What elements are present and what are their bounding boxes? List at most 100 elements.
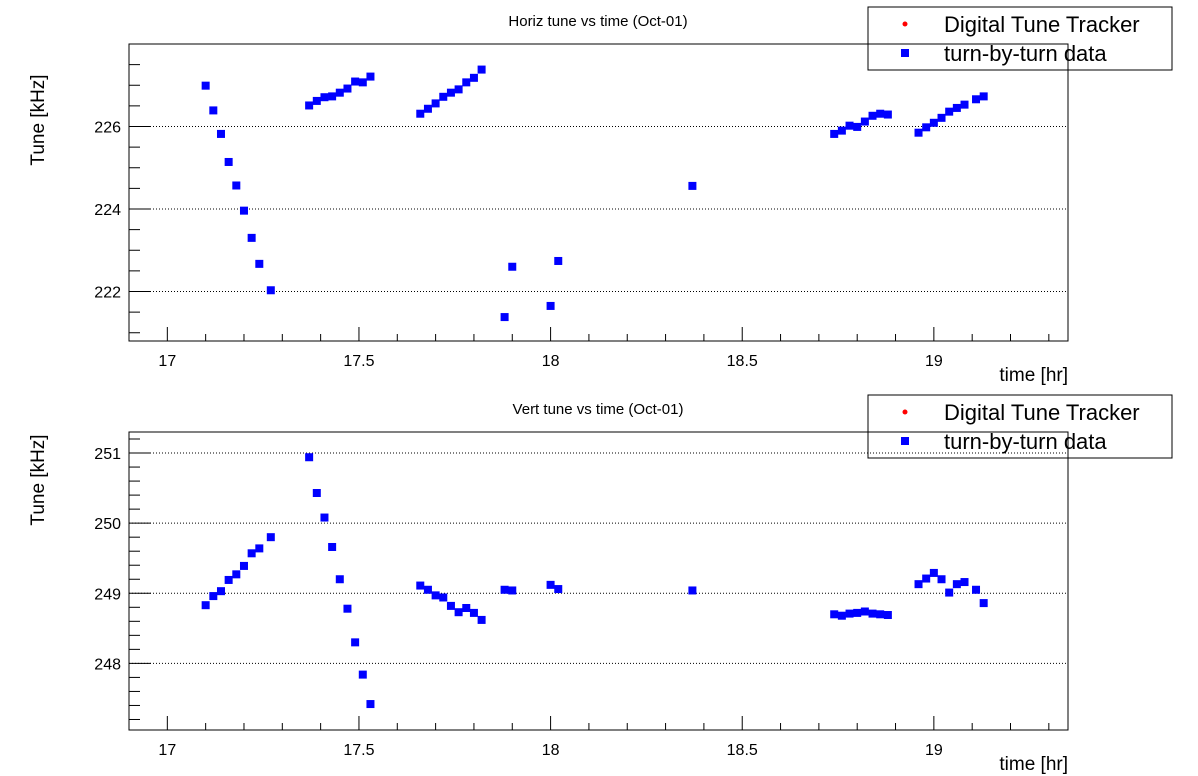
data-point [328,92,337,101]
data-point [416,109,425,118]
data-point [960,578,969,587]
x-tick-label: 17 [158,353,176,370]
chart-panel-horizontal: Horiz tune vs time (Oct-01) 222 224 226 17 17… [28,6,1173,386]
data-point [431,591,440,600]
data-point [830,129,839,138]
data-series [201,65,988,322]
x-tick-label: 17.5 [343,353,374,370]
data-point [500,313,509,322]
data-point [860,117,869,126]
data-point [239,561,248,570]
data-point [439,593,448,602]
data-point [546,301,555,310]
data-point [883,110,892,119]
x-tick-label: 18.5 [727,353,758,370]
data-point [224,575,233,584]
data-point [876,109,885,118]
data-point [216,129,225,138]
data-point [868,111,877,120]
data-point [247,549,256,558]
data-point [343,604,352,613]
chart-title: Vert tune vs time (Oct-01) [513,401,684,418]
x-tick-label: 17 [158,742,176,759]
x-tick-label: 19 [925,742,943,759]
data-point [868,609,877,618]
data-point [224,157,233,166]
data-point [922,574,931,583]
plot-frame [128,43,1069,342]
legend-marker-star [902,409,908,415]
data-point [469,73,478,82]
x-tick-label: 18 [542,742,560,759]
legend: Digital Tune Tracker turn-by-turn data [867,6,1173,71]
data-point [876,610,885,619]
data-point [454,608,463,617]
data-point [469,608,478,617]
legend-label: turn-by-turn data [944,429,1107,454]
legend-box [867,394,1173,459]
chart-panel-vertical: Vert tune vs time (Oct-01) 248 249 250 251 17… [28,394,1173,775]
y-tick-label: 224 [94,202,121,219]
legend-marker-square [901,437,909,445]
data-point [972,95,981,104]
data-point [335,88,344,97]
data-point [883,611,892,620]
x-tick-label: 19 [925,353,943,370]
data-point [945,107,954,116]
data-point [830,610,839,619]
x-tick-label: 18 [542,353,560,370]
data-point [247,233,256,242]
data-point [266,286,275,295]
plot-frame [128,431,1069,731]
x-tick-label: 18.5 [727,742,758,759]
data-point [845,121,854,130]
data-point [860,607,869,616]
data-point [454,85,463,94]
data-point [952,103,961,112]
data-point [423,104,432,113]
data-point [439,92,448,101]
data-point [845,609,854,618]
data-point [266,533,275,542]
data-point [462,78,471,87]
data-point [462,603,471,612]
data-point [416,581,425,590]
data-point [239,206,248,215]
data-point [209,592,218,601]
data-point [446,88,455,97]
x-tick-label: 17.5 [343,742,374,759]
data-point [937,575,946,584]
data-point [546,580,555,589]
data-point [232,181,241,190]
data-point [554,585,563,594]
data-point [837,611,846,620]
y-tick-label: 250 [94,516,121,533]
data-point [688,181,697,190]
y-tick-label: 222 [94,285,121,302]
y-axis-label: Tune [kHz] [28,74,49,165]
data-point [209,106,218,115]
data-point [312,489,321,498]
x-axis-label: time [hr] [999,365,1068,386]
chart-title: Horiz tune vs time (Oct-01) [508,13,687,30]
data-point [929,118,938,127]
data-point [979,599,988,608]
data-point [853,122,862,131]
y-tick-label: 251 [94,446,121,463]
data-point [500,585,509,594]
y-axis-label: Tune [kHz] [28,434,49,525]
data-point [952,580,961,589]
data-point [343,84,352,93]
data-point [201,601,210,610]
data-point [366,700,375,709]
data-point [853,608,862,617]
data-point [320,513,329,522]
data-point [201,81,210,90]
data-point [688,586,697,595]
data-point [366,72,375,81]
data-point [255,544,264,553]
legend: Digital Tune Tracker turn-by-turn data [867,394,1173,459]
data-point [960,100,969,109]
data-point [328,542,337,551]
